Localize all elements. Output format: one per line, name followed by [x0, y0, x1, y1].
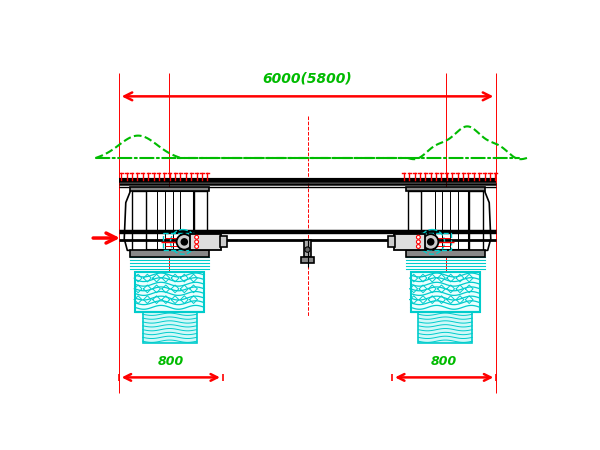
Circle shape [194, 240, 199, 244]
Bar [421, 234, 451, 250]
Bar [130, 250, 209, 256]
Bar [220, 237, 227, 247]
Bar [146, 191, 194, 250]
Circle shape [428, 239, 434, 245]
Bar [407, 191, 421, 250]
Circle shape [423, 234, 439, 250]
Bar [304, 240, 311, 257]
Circle shape [181, 239, 187, 245]
Circle shape [416, 235, 421, 239]
Bar [143, 312, 197, 343]
Circle shape [194, 245, 199, 248]
Text: 6000(5800): 6000(5800) [263, 72, 352, 86]
Circle shape [305, 247, 310, 252]
Bar [406, 250, 485, 256]
Text: 800: 800 [158, 355, 184, 368]
Bar [410, 272, 480, 312]
Bar [418, 312, 472, 343]
Text: 800: 800 [431, 355, 457, 368]
Bar [135, 272, 205, 312]
Bar [388, 237, 395, 247]
Bar [190, 234, 221, 250]
Bar [194, 191, 208, 250]
Bar [421, 191, 469, 250]
Circle shape [416, 245, 421, 248]
Bar [394, 234, 425, 250]
Circle shape [176, 234, 192, 250]
Circle shape [416, 240, 421, 244]
Circle shape [194, 235, 199, 239]
Bar [406, 187, 485, 191]
Bar [469, 191, 483, 250]
Bar [130, 187, 209, 191]
Bar [301, 257, 314, 263]
Bar [163, 234, 194, 250]
Bar [132, 191, 146, 250]
